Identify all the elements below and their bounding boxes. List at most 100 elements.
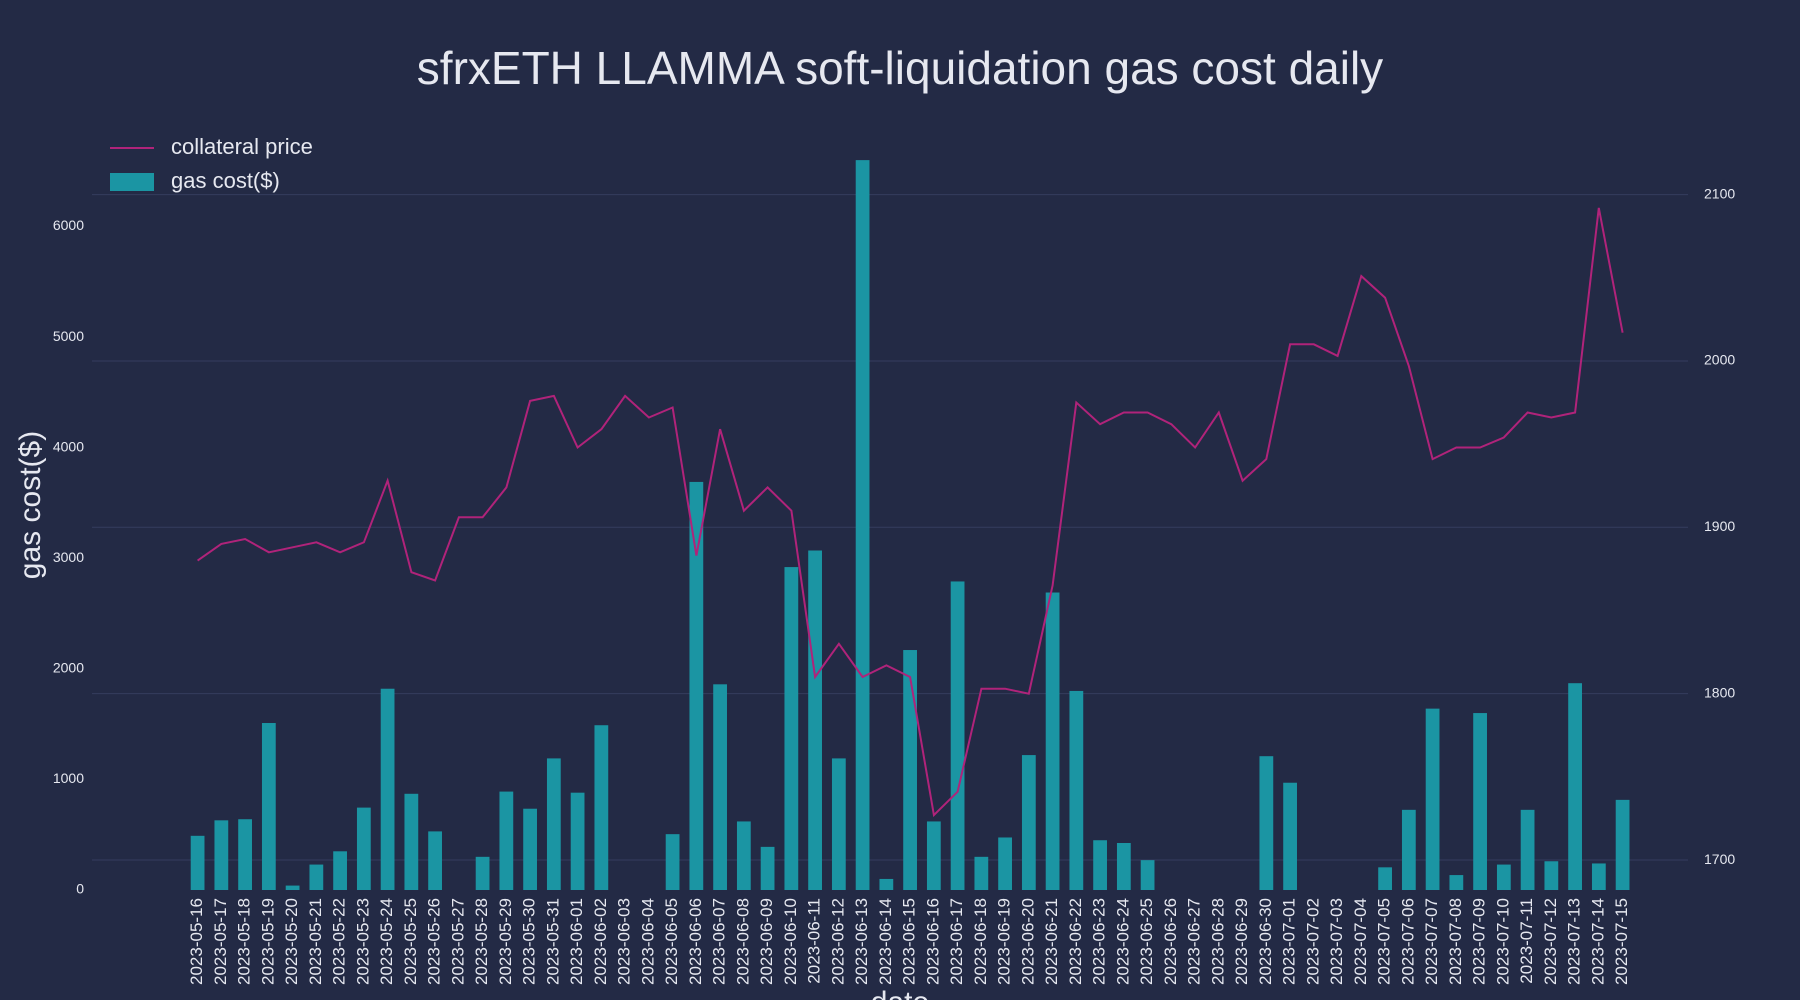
x-tick-label: 2023-06-16	[923, 898, 942, 985]
x-tick-label: 2023-07-12	[1541, 898, 1560, 985]
bar	[1568, 683, 1582, 890]
x-tick-label: 2023-05-23	[353, 898, 372, 985]
bar	[1449, 875, 1464, 890]
legend-swatch	[110, 173, 154, 191]
bar	[1496, 864, 1511, 890]
x-tick-label: 2023-06-19	[995, 898, 1014, 985]
bar	[950, 581, 965, 890]
y-tick-label: 3000	[53, 549, 84, 565]
bar	[1591, 863, 1606, 890]
x-tick-label: 2023-06-26	[1161, 898, 1180, 985]
x-tick-label: 2023-05-31	[543, 898, 562, 985]
x-tick-label: 2023-07-07	[1422, 898, 1441, 985]
x-tick-label: 2023-05-28	[472, 898, 491, 985]
chart-title: sfrxETH LLAMMA soft-liquidation gas cost…	[417, 42, 1383, 94]
x-tick-label: 2023-06-30	[1256, 898, 1275, 985]
x-tick-label: 2023-05-21	[306, 898, 325, 985]
x-tick-label: 2023-06-27	[1185, 898, 1204, 985]
price-line	[197, 207, 1624, 818]
bar	[713, 684, 727, 890]
x-tick-label: 2023-06-29	[1232, 898, 1251, 985]
y2-tick-label: 1800	[1704, 684, 1735, 700]
bar	[784, 567, 799, 890]
bar	[1473, 713, 1487, 890]
x-tick-label: 2023-06-28	[1208, 898, 1227, 985]
y-tick-label: 0	[76, 881, 84, 897]
bar	[214, 820, 229, 890]
y-tick-label: 4000	[53, 438, 84, 454]
x-tick-label: 2023-06-09	[757, 898, 776, 985]
bar	[903, 650, 917, 890]
x-tick-label: 2023-07-14	[1588, 898, 1607, 985]
x-tick-label: 2023-07-11	[1517, 898, 1536, 984]
bar	[1116, 843, 1131, 890]
x-tick-label: 2023-05-30	[520, 898, 539, 985]
bar	[523, 808, 537, 890]
x-tick-label: 2023-06-22	[1066, 898, 1085, 985]
x-tick-label: 2023-05-18	[235, 898, 254, 985]
x-tick-label: 2023-05-20	[282, 898, 301, 985]
y2-tick-label: 1700	[1704, 851, 1735, 867]
x-tick-label: 2023-05-19	[258, 898, 277, 985]
bar	[1378, 867, 1392, 890]
x-tick-label: 2023-07-10	[1493, 898, 1512, 985]
bar	[998, 837, 1012, 890]
x-tick-label: 2023-07-04	[1351, 898, 1370, 985]
bar	[285, 885, 300, 890]
x-tick-label: 2023-06-18	[971, 898, 990, 985]
x-tick-label: 2023-07-09	[1470, 898, 1489, 985]
x-tick-label: 2023-07-02	[1303, 898, 1322, 985]
legend-label: collateral price	[171, 134, 313, 159]
bar	[404, 793, 419, 890]
bar	[333, 851, 347, 890]
bar	[309, 864, 324, 890]
x-tick-label: 2023-06-03	[615, 898, 634, 985]
x-tick-label: 2023-06-24	[1113, 898, 1132, 985]
bar	[1425, 708, 1440, 890]
y2-tick-label: 1900	[1704, 518, 1735, 534]
y-tick-label: 1000	[53, 770, 84, 786]
x-tick-label: 2023-06-10	[781, 898, 800, 985]
bar	[665, 834, 680, 890]
bar	[1283, 782, 1297, 890]
x-tick-label: 2023-06-01	[567, 898, 586, 985]
bar	[594, 725, 609, 890]
bar	[570, 792, 585, 890]
x-tick-label: 2023-05-17	[211, 898, 230, 985]
bar	[261, 723, 276, 890]
x-tick-label: 2023-06-02	[591, 898, 610, 985]
bar	[238, 819, 252, 890]
bar	[546, 758, 561, 890]
y-tick-label: 5000	[53, 328, 84, 344]
bar	[1401, 809, 1416, 890]
bar	[380, 688, 395, 890]
bar	[855, 160, 870, 890]
x-tick-label: 2023-07-01	[1280, 898, 1299, 985]
x-axis-title: date	[871, 986, 929, 1000]
x-tick-label: 2023-06-05	[662, 898, 681, 985]
x-tick-label: 2023-06-14	[876, 898, 895, 985]
y-tick-label: 2000	[53, 660, 84, 676]
y2-tick-label: 2100	[1704, 185, 1735, 201]
x-tick-label: 2023-07-06	[1398, 898, 1417, 985]
bar	[1021, 755, 1036, 890]
bar	[1615, 799, 1630, 890]
bar	[974, 856, 989, 890]
bar	[1140, 860, 1155, 890]
x-tick-label: 2023-05-26	[425, 898, 444, 985]
bar	[1520, 809, 1535, 890]
x-tick-label: 2023-05-22	[330, 898, 349, 985]
bar	[499, 791, 514, 890]
x-tick-label: 2023-06-07	[710, 898, 729, 985]
x-tick-label: 2023-05-25	[401, 898, 420, 985]
x-tick-label: 2023-05-27	[448, 898, 467, 985]
x-tick-label: 2023-06-08	[733, 898, 752, 985]
bar	[736, 821, 751, 890]
x-tick-label: 2023-06-13	[852, 898, 871, 985]
bar	[475, 856, 490, 890]
bar	[689, 481, 704, 890]
legend: collateral price gas cost($)	[110, 134, 313, 193]
x-tick-label: 2023-06-11	[805, 898, 824, 984]
bar	[808, 550, 822, 890]
